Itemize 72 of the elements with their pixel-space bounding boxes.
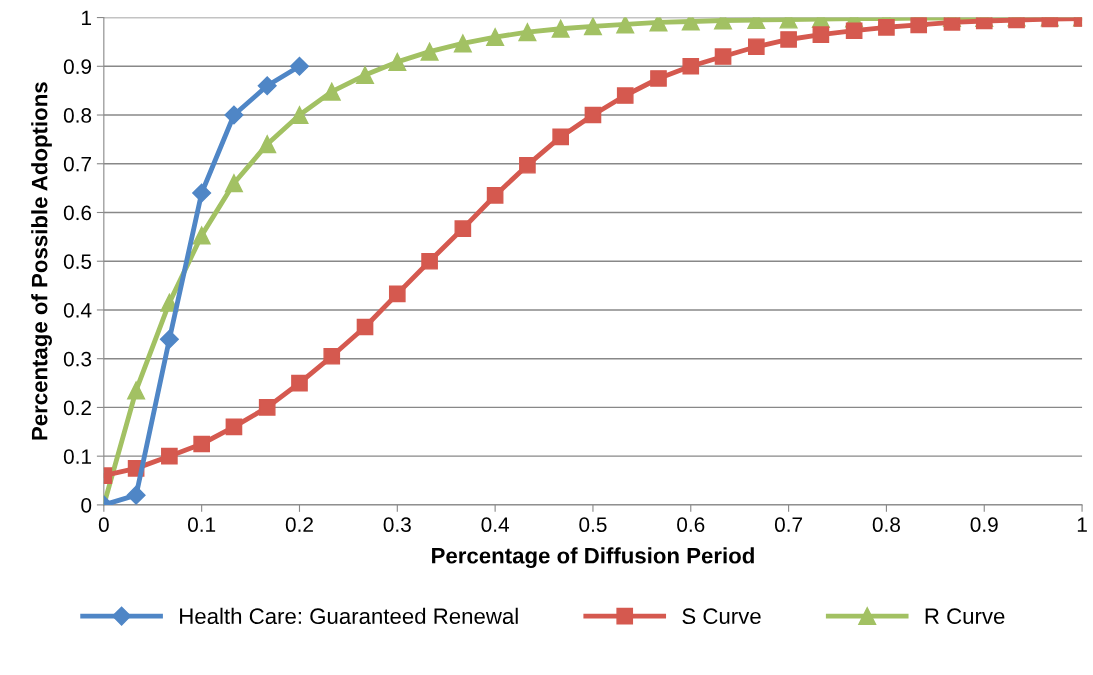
- x-tick-label: 0: [98, 517, 109, 533]
- point: [780, 31, 797, 48]
- x-tick-label: 0.3: [383, 517, 411, 533]
- point: [126, 485, 146, 505]
- point: [845, 22, 863, 40]
- point: [519, 156, 536, 174]
- point: [650, 70, 667, 87]
- point: [584, 106, 602, 124]
- point: [356, 318, 374, 336]
- point: [682, 57, 700, 75]
- x-tick-label: 0.8: [872, 517, 900, 533]
- x-tick-label: 0.4: [481, 517, 509, 533]
- legend-label: R Curve: [925, 608, 1005, 625]
- point: [290, 105, 309, 125]
- y-tick-label: 0: [81, 497, 92, 513]
- x-tick-label: 0.2: [285, 517, 313, 533]
- point: [224, 105, 244, 125]
- x-tick-label: 0.6: [677, 517, 705, 533]
- y-axis-title: Percentage of Possible Adoptions: [31, 82, 52, 440]
- point: [551, 19, 570, 38]
- point: [486, 28, 505, 47]
- y-tick-label: 0.5: [63, 254, 92, 269]
- x-tick-label: 1: [1077, 517, 1087, 532]
- point: [159, 329, 179, 349]
- x-tick-label: 0.5: [579, 517, 607, 533]
- point: [910, 17, 928, 34]
- point: [192, 183, 212, 203]
- point: [747, 38, 765, 56]
- point: [289, 56, 310, 76]
- point: [355, 66, 375, 85]
- point: [812, 26, 830, 43]
- point: [224, 174, 243, 193]
- y-tick-label: 0.2: [63, 400, 91, 416]
- point: [323, 347, 341, 365]
- point: [225, 418, 243, 436]
- point: [486, 187, 504, 204]
- y-tick-label: 1: [82, 10, 92, 26]
- point: [552, 128, 570, 146]
- x-axis-title: Percentage of Diffusion Period: [432, 547, 754, 569]
- point: [161, 447, 178, 465]
- point: [388, 285, 406, 303]
- point: [193, 435, 210, 453]
- point: [714, 48, 732, 65]
- point: [192, 226, 211, 245]
- x-tick-label: 0.1: [187, 517, 216, 533]
- y-tick-label: 0.3: [63, 351, 92, 367]
- point: [583, 17, 602, 36]
- point: [291, 374, 308, 392]
- point: [616, 17, 635, 34]
- point: [649, 17, 668, 32]
- y-tick-label: 0.7: [63, 156, 91, 172]
- point: [258, 399, 276, 416]
- legend-label: Health Care: Guaranteed Renewal: [180, 607, 518, 625]
- point: [453, 34, 472, 53]
- y-tick-label: 0.9: [63, 59, 92, 75]
- point: [388, 52, 407, 71]
- point: [322, 82, 341, 101]
- point: [420, 42, 439, 61]
- point: [454, 220, 472, 237]
- legend-label: S Curve: [682, 608, 761, 625]
- y-tick-label: 0.6: [63, 205, 92, 221]
- point: [421, 252, 438, 270]
- point: [518, 23, 537, 42]
- y-tick-label: 0.4: [63, 302, 92, 318]
- point: [257, 76, 277, 96]
- point: [258, 135, 277, 154]
- y-tick-label: 0.1: [63, 449, 92, 464]
- point: [127, 381, 146, 400]
- x-tick-label: 0.7: [774, 517, 803, 533]
- point: [616, 87, 634, 104]
- x-tick-label: 0.9: [970, 517, 998, 533]
- y-tick-label: 0.8: [63, 108, 92, 123]
